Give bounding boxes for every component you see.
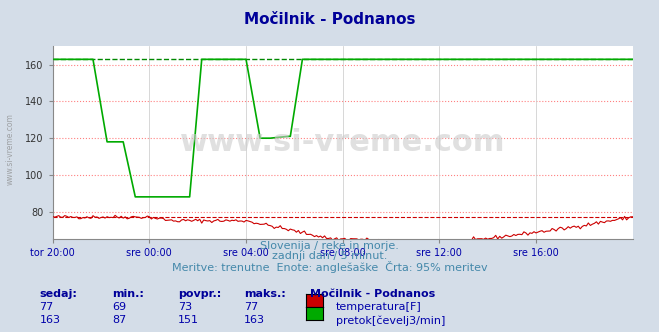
Text: sedaj:: sedaj: bbox=[40, 289, 77, 299]
Text: 69: 69 bbox=[112, 302, 126, 312]
Text: www.si-vreme.com: www.si-vreme.com bbox=[180, 128, 505, 157]
Text: pretok[čevelj3/min]: pretok[čevelj3/min] bbox=[336, 315, 445, 326]
Text: Slovenija / reke in morje.: Slovenija / reke in morje. bbox=[260, 241, 399, 251]
Text: 163: 163 bbox=[40, 315, 61, 325]
Text: 151: 151 bbox=[178, 315, 199, 325]
Text: zadnji dan / 5 minut.: zadnji dan / 5 minut. bbox=[272, 251, 387, 261]
Text: maks.:: maks.: bbox=[244, 289, 285, 299]
Text: Močilnik - Podnanos: Močilnik - Podnanos bbox=[310, 289, 435, 299]
Text: 77: 77 bbox=[40, 302, 54, 312]
Text: Močilnik - Podnanos: Močilnik - Podnanos bbox=[244, 12, 415, 27]
Text: www.si-vreme.com: www.si-vreme.com bbox=[5, 114, 14, 185]
Text: Meritve: trenutne  Enote: anglešaške  Črta: 95% meritev: Meritve: trenutne Enote: anglešaške Črta… bbox=[172, 261, 487, 273]
Text: 77: 77 bbox=[244, 302, 258, 312]
Text: povpr.:: povpr.: bbox=[178, 289, 221, 299]
Text: min.:: min.: bbox=[112, 289, 144, 299]
Text: temperatura[F]: temperatura[F] bbox=[336, 302, 422, 312]
Text: 73: 73 bbox=[178, 302, 192, 312]
Text: 87: 87 bbox=[112, 315, 127, 325]
Text: 163: 163 bbox=[244, 315, 265, 325]
